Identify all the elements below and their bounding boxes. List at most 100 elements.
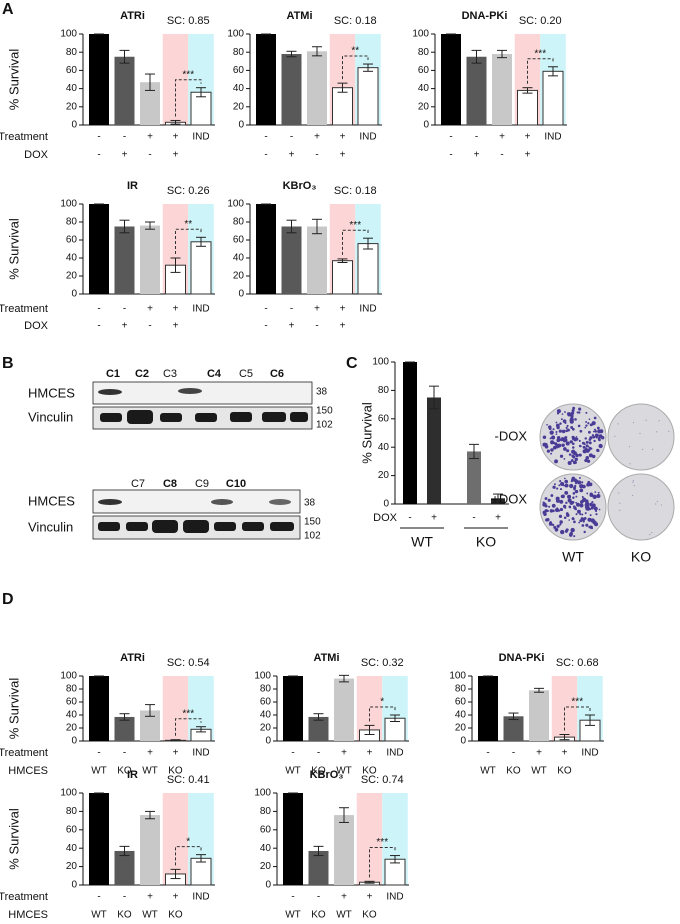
bar <box>492 54 512 125</box>
colony <box>656 431 658 433</box>
bar <box>140 815 160 885</box>
colony <box>563 437 568 443</box>
chart-title: DNA-PKi <box>499 652 545 664</box>
bar <box>89 676 109 741</box>
chart: 0 20 40 60 80 100 % Survival * IR SC: 0.41 - - + + IND… <box>0 769 215 921</box>
bar <box>114 226 135 294</box>
colony <box>596 434 599 437</box>
y-tick-label: 60 <box>233 65 245 76</box>
mw-marker: 102 <box>304 531 321 542</box>
colony <box>581 481 584 484</box>
colony <box>578 521 581 524</box>
colony <box>596 426 600 430</box>
colony <box>589 508 592 511</box>
colony <box>570 413 574 417</box>
significance-bracket <box>369 847 396 878</box>
colony <box>591 501 594 504</box>
bar <box>281 226 302 294</box>
colony <box>586 506 591 511</box>
sc-label: SC: 0.74 <box>361 774 404 786</box>
row-label: - <box>97 892 100 903</box>
row-label: - <box>148 321 151 332</box>
colony <box>577 480 582 485</box>
row-label: KO <box>311 766 326 777</box>
error-bar <box>534 687 544 693</box>
band <box>98 389 122 395</box>
row-label: IND <box>192 132 209 143</box>
colony <box>572 460 577 465</box>
colony <box>549 430 554 435</box>
clone-label: C10 <box>226 478 246 490</box>
y-axis-label: % Survival <box>359 402 374 464</box>
plate-row-label: +DOX <box>491 491 527 506</box>
colony <box>595 436 598 439</box>
colony <box>582 497 587 502</box>
bar <box>89 204 109 294</box>
significance-label: *** <box>182 708 194 719</box>
protein-label: HMCES <box>28 493 75 508</box>
significance-label: *** <box>534 48 546 59</box>
colony <box>576 411 579 414</box>
colony <box>578 407 582 411</box>
significance-bracket <box>342 229 369 255</box>
colony <box>560 481 565 487</box>
colony <box>633 485 635 487</box>
colony <box>660 504 663 506</box>
error-bar <box>170 119 181 125</box>
y-tick-label: 40 <box>455 710 467 721</box>
colony <box>617 423 619 425</box>
colony <box>557 509 561 512</box>
colony <box>594 491 597 493</box>
bar <box>307 51 327 125</box>
error-bar <box>469 443 479 460</box>
row-label: KO <box>168 766 183 777</box>
sc-label: SC: 0.18 <box>334 15 377 27</box>
row-label: IND <box>359 304 376 315</box>
row-label: + <box>173 321 179 332</box>
y-tick-label: 40 <box>66 710 78 721</box>
y-tick-label: 60 <box>260 697 272 708</box>
colony <box>569 483 574 489</box>
error-bar <box>119 49 130 64</box>
row-label: - <box>408 513 411 524</box>
row-label: KO <box>557 766 572 777</box>
colony <box>642 448 644 451</box>
chart-title: IR <box>127 769 138 781</box>
colony <box>597 429 602 434</box>
bar <box>427 397 441 504</box>
error-bar <box>390 714 400 722</box>
colony <box>600 436 605 440</box>
y-tick-label: 80 <box>260 806 272 817</box>
row-label: WT <box>285 910 301 921</box>
significance-label: ** <box>351 46 359 57</box>
sc-label: SC: 0.68 <box>556 657 599 669</box>
y-tick-label: 80 <box>66 806 78 817</box>
y-tick-label: 100 <box>372 357 389 368</box>
chart-title: IR <box>127 180 138 192</box>
colony <box>544 497 548 500</box>
band <box>98 499 122 505</box>
colony <box>588 453 593 458</box>
error-bar <box>390 855 400 864</box>
panel-label: A <box>2 1 14 18</box>
mw-marker: 150 <box>316 406 333 417</box>
colony <box>581 524 585 527</box>
colony <box>587 445 589 448</box>
colony <box>587 422 590 425</box>
bar <box>441 34 461 125</box>
row-label: + <box>367 892 373 903</box>
row-label: + <box>340 321 346 332</box>
colony <box>656 500 658 503</box>
colony <box>547 498 551 502</box>
significance-bracket <box>175 846 202 866</box>
y-tick-label: 0 <box>460 736 466 747</box>
colony <box>583 530 586 534</box>
colony <box>582 484 586 489</box>
y-tick-label: 0 <box>383 499 389 510</box>
row-label: KO <box>168 910 183 921</box>
colony <box>574 489 579 494</box>
colony <box>576 509 581 514</box>
mw-marker: 38 <box>316 387 328 398</box>
colony <box>571 517 575 521</box>
colony <box>569 506 572 509</box>
